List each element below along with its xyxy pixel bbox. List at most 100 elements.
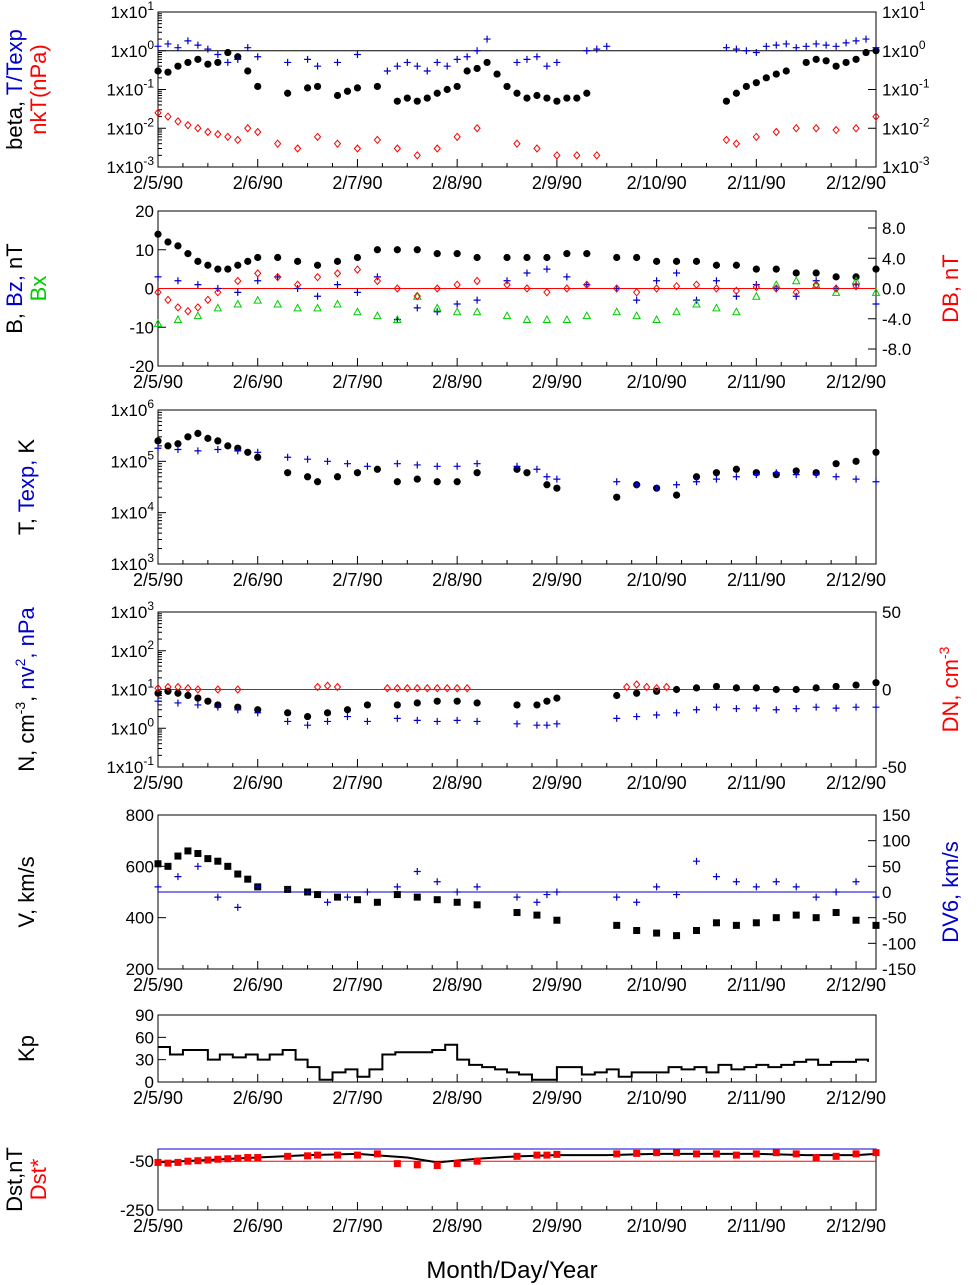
data-point [423,67,431,75]
data-point [433,878,441,886]
data-point [473,460,481,468]
data-point [553,720,561,728]
data-point [752,919,760,927]
data-point [194,1157,202,1165]
data-point [303,473,312,481]
series-line [158,1043,870,1081]
data-point [483,35,491,43]
data-point [712,703,720,711]
data-point [204,45,212,53]
data-point [254,277,262,285]
data-point [224,862,232,870]
data-point [214,129,222,139]
data-point [234,706,242,714]
data-point [324,717,332,725]
data-point [772,127,780,137]
data-point [633,927,641,934]
data-point [413,461,421,469]
data-point [692,299,701,308]
data-point [772,878,780,886]
data-point [174,873,182,881]
x-tick-label: 2/8/90 [432,570,482,590]
data-point [392,314,402,323]
data-point [732,465,740,473]
data-point [553,97,561,105]
data-point [214,437,222,445]
data-point [812,280,820,289]
data-point [393,891,401,899]
data-point [373,311,382,320]
data-point [872,703,880,711]
data-point [872,679,880,687]
y-axis-label: Kp [14,1035,39,1062]
x-tick-label: 2/5/90 [133,1088,183,1108]
data-point [832,460,840,468]
data-point [772,265,780,273]
data-point [234,135,242,145]
data-point [872,1149,880,1157]
data-point [413,1161,421,1169]
right-axis-label: DN, cm-3 [936,646,963,732]
y-tick-label: -20 [129,357,154,376]
data-point [563,94,571,102]
data-point [214,446,222,454]
data-point [533,465,541,473]
data-point [513,893,521,901]
data-point [673,1149,681,1157]
x-tick-label: 2/6/90 [233,372,283,392]
data-point [712,303,721,312]
data-point [273,299,283,308]
y-tick-label: 1x102 [110,638,154,661]
data-point [872,300,880,308]
x-tick-label: 2/9/90 [532,173,582,193]
data-point [613,691,621,700]
data-point [653,484,661,492]
data-point [333,91,342,100]
data-point [762,42,770,50]
series-DN [154,680,671,694]
data-point [284,1152,292,1160]
series-beta [154,47,880,105]
data-point [303,84,312,92]
data-point [433,89,441,97]
data-point [154,288,162,297]
data-point [792,467,800,475]
data-point [473,1157,481,1165]
data-point [533,144,541,153]
panel-field: -20 -10 0 10 20 -8.0 -4.0 0.0 4.0 8.0 2/5/90 2/6/90… [2,202,963,392]
data-point [812,123,820,133]
data-point [513,139,521,148]
data-point [284,58,292,66]
data-point [164,40,172,48]
data-point [852,1150,860,1158]
y-tick-label: 1x103 [110,551,154,574]
panel-temperature: 1x103 1x104 1x105 1x106 2/5/90 2/6/90 2/7/90 2/… [14,397,886,590]
data-point [453,250,461,258]
data-point [313,272,322,282]
data-point [633,288,641,297]
data-point [553,888,561,896]
data-point [153,318,163,327]
data-point [353,896,361,904]
data-point [593,45,601,53]
data-point [543,481,551,489]
series-t_texp [154,35,880,75]
data-point [214,685,222,694]
data-point [413,716,421,724]
data-point [772,914,780,922]
x-tick-label: 2/5/90 [133,372,183,392]
data-point [244,257,252,265]
data-point [712,919,720,927]
y-tick-label: 1x101 [110,677,154,700]
data-point [712,284,721,293]
x-tick-label: 2/6/90 [233,570,283,590]
data-point [553,151,561,160]
y-tick-label: 1x104 [110,500,154,523]
y-tick-label: 1x10-1 [106,754,154,777]
x-tick-label: 2/12/90 [826,1216,886,1236]
data-point [453,1160,461,1168]
data-point [633,1149,641,1157]
data-point [613,478,621,486]
data-point [194,862,202,870]
right-tick-label: -50 [882,909,907,928]
